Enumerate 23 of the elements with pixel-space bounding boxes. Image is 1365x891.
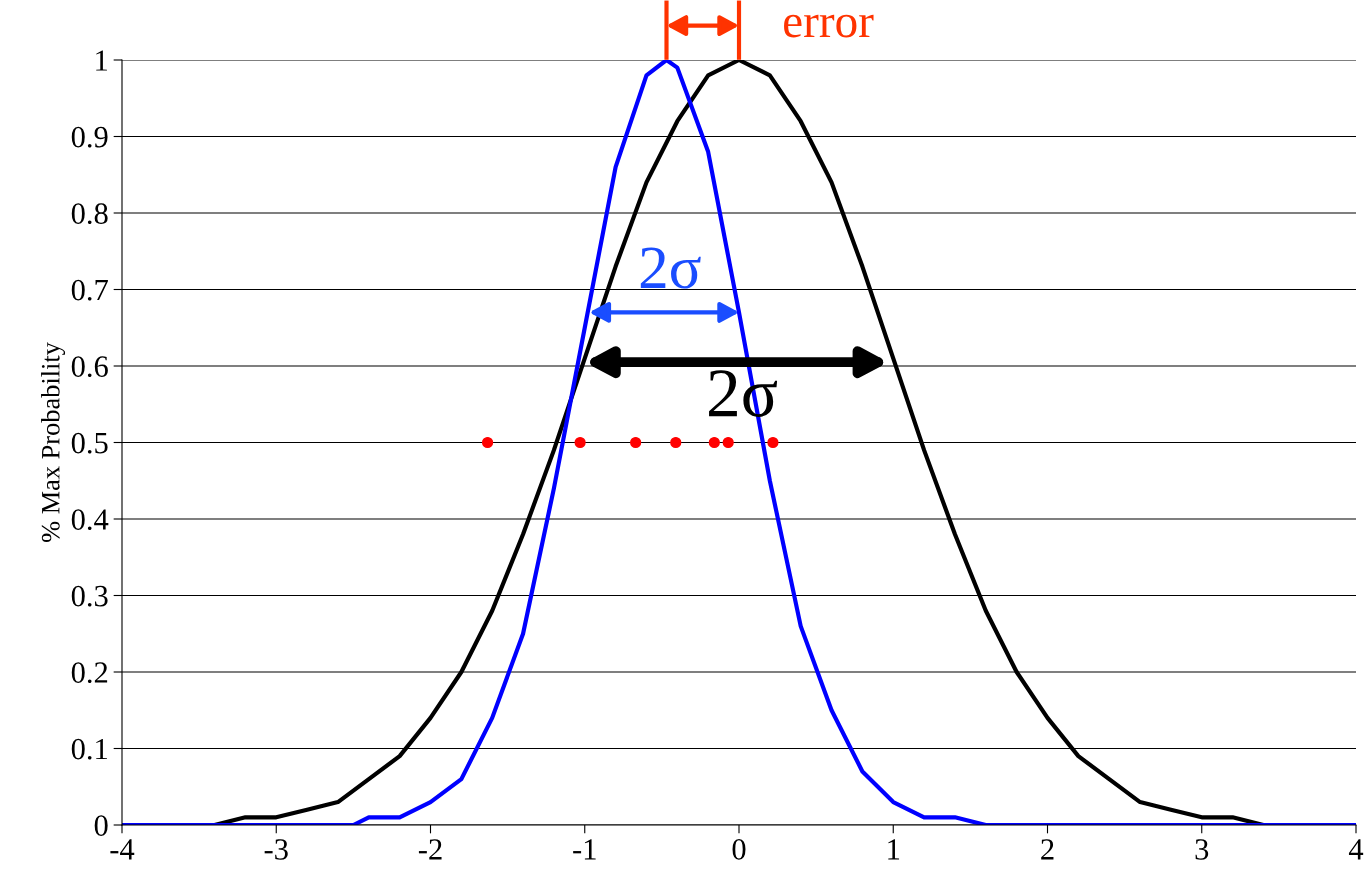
y-tick-label: 0.3 xyxy=(71,585,108,607)
x-tick-label: 2 xyxy=(1041,839,1054,860)
x-tick-label: 0 xyxy=(732,839,746,860)
y-tick-label: 0.8 xyxy=(71,203,108,225)
y-tick-label: 0 xyxy=(94,815,108,836)
y-axis-title: % Max Probability xyxy=(41,342,66,543)
x-tick-label: 1 xyxy=(888,839,900,860)
x-tick-label: -1 xyxy=(573,839,596,860)
y-tick-label: 0.5 xyxy=(71,432,108,454)
y-tick-label: 0.9 xyxy=(71,126,108,148)
y-tick-label: 0.6 xyxy=(71,356,108,378)
x-tick-label: -2 xyxy=(418,839,442,860)
x-tick-label: -4 xyxy=(110,839,135,860)
y-tick-label: 0.2 xyxy=(71,662,108,684)
y-tick-label: 0.7 xyxy=(71,279,108,301)
x-tick-label: 4 xyxy=(1348,839,1364,860)
y-tick-label: 0.1 xyxy=(71,738,107,760)
y-tick-label: 0.4 xyxy=(71,509,109,531)
y-tick-label: 1 xyxy=(96,50,107,71)
x-tick-label: 3 xyxy=(1195,839,1209,860)
annotation: 2σ xyxy=(640,247,701,289)
text: error xyxy=(784,14,874,38)
x-tick-label: -3 xyxy=(264,839,288,860)
